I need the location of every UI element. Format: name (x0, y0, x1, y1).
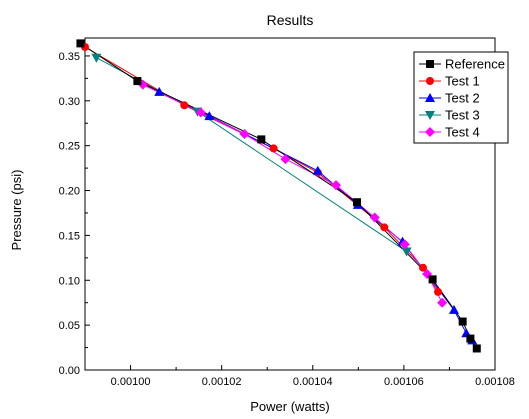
data-point-reference (133, 77, 142, 86)
legend-marker-reference (426, 60, 434, 68)
data-point-reference (76, 39, 85, 48)
data-point-test-3 (401, 247, 412, 257)
legend-marker-test-3 (425, 111, 435, 120)
x-tick-label: 0.00100 (111, 376, 151, 388)
y-axis-title: Pressure (psi) (9, 170, 24, 251)
data-point-test-1 (180, 101, 189, 110)
legend-marker-test-4 (425, 127, 435, 137)
legend-marker-test-1 (426, 77, 434, 85)
data-point-test-4 (280, 154, 291, 165)
data-point-reference (466, 334, 475, 343)
chart-title: Results (267, 12, 314, 28)
data-point-test-4 (195, 107, 206, 118)
plot-frame (84, 37, 496, 371)
data-point-test-4 (399, 239, 410, 250)
data-point-test-1 (419, 263, 428, 272)
data-point-test-2 (204, 111, 215, 121)
y-tick-label: 0.30 (59, 96, 80, 108)
y-tick-label: 0.20 (59, 186, 80, 198)
y-tick-label: 0.35 (59, 51, 80, 63)
data-point-test-1 (380, 223, 389, 232)
x-tick-label: 0.00104 (293, 376, 333, 388)
legend-label-reference: Reference (445, 57, 505, 72)
plot-area: 0.00100 0.00102 0.00104 0.00106 0.00108 0.00 0… (59, 37, 515, 388)
legend: Reference Test 1 Test 2 Test 3 Test 4 (413, 51, 509, 144)
legend-marker-test-2 (425, 93, 435, 102)
series-line-test-4 (142, 84, 443, 303)
data-point-test-1 (269, 144, 278, 153)
data-point-reference (458, 317, 467, 326)
data-point-reference (352, 198, 361, 207)
x-tick-label: 0.00102 (202, 376, 242, 388)
data-point-test-4 (437, 297, 448, 308)
y-tick-label: 0.15 (59, 230, 80, 242)
data-point-test-1 (434, 287, 443, 296)
x-axis-title: Power (watts) (250, 399, 329, 414)
x-tick-label: 0.00106 (384, 376, 424, 388)
data-point-test-3 (91, 53, 102, 63)
data-point-test-2 (154, 86, 165, 96)
data-point-reference (428, 275, 437, 284)
legend-label-test-3: Test 3 (445, 108, 480, 123)
data-point-reference (472, 344, 481, 353)
x-tick-label: 0.00108 (475, 376, 515, 388)
legend-label-test-1: Test 1 (445, 74, 480, 89)
data-point-test-2 (449, 304, 459, 314)
data-point-test-2 (312, 165, 323, 175)
data-point-test-4 (331, 180, 342, 191)
y-tick-label: 0.00 (59, 365, 80, 377)
y-tick-label: 0.25 (59, 141, 80, 153)
y-tick-label: 0.10 (59, 275, 80, 287)
data-point-reference (257, 135, 266, 144)
data-point-test-4 (369, 212, 380, 223)
legend-label-test-4: Test 4 (445, 125, 480, 140)
data-point-test-4 (239, 129, 250, 140)
y-tick-label: 0.05 (59, 320, 80, 332)
legend-label-test-2: Test 2 (445, 91, 480, 106)
